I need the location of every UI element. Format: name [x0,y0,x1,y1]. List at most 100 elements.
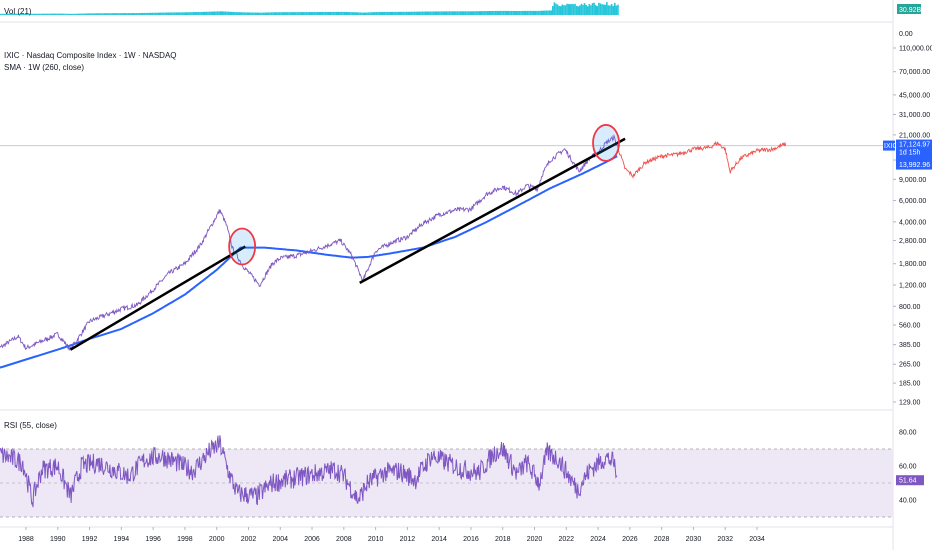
volume-bar [410,11,413,15]
trendline[interactable] [359,137,626,284]
volume-bar [73,13,76,15]
highlight-circle[interactable] [228,227,257,266]
last-price-value: 17,124.97 [899,142,930,149]
ticker-badge-label: IXIC [884,143,898,150]
volume-bar [302,12,305,15]
volume-bar [183,12,185,15]
time-tick-label: 2024 [590,536,606,543]
price-tick-label: 70,000.00 [899,69,930,76]
time-tick-label: 2000 [209,536,225,543]
volume-bar [307,12,309,15]
rsi-scale[interactable]: 80.00 60.00 40.00 [899,430,917,505]
volume-bar [142,12,144,15]
volume-bar [477,11,479,15]
volume-bar [203,11,206,15]
symbol-title[interactable]: IXIC · Nasdaq Composite Index · 1W · NAS… [4,51,177,60]
volume-bar [564,5,567,15]
price-tick-label: 31,000.00 [899,112,930,119]
volume-bar [102,13,104,15]
volume-bar [146,12,149,15]
volume-bar [418,11,421,15]
volume-bar [62,13,65,15]
volume-bar [208,11,211,15]
volume-bar [586,6,589,15]
volume-bar [234,12,236,15]
volume-bar [361,12,363,15]
volume-bar [550,10,553,15]
volume-bar [561,4,564,16]
highlight-circle[interactable] [592,124,620,162]
volume-bar [132,13,135,15]
volume-bar [607,5,610,15]
countdown-value: 1d 15h [899,150,921,157]
trendline[interactable] [69,245,246,351]
price-tick-label: 45,000.00 [899,92,930,99]
volume-bar [496,10,498,15]
volume-bar [89,13,92,15]
volume-bar [388,11,390,15]
volume-bar [45,13,47,15]
volume-bar [362,12,365,15]
volume-bar [143,12,146,15]
volume-bar [396,11,398,15]
volume-bar [440,11,443,15]
volume-bar [261,12,263,15]
volume-bar [577,6,580,16]
sma-indicator-label[interactable]: SMA · 1W (260, close) [4,63,84,72]
time-tick-label: 1990 [50,536,66,543]
volume-bar [108,13,111,15]
volume-bar [180,12,182,15]
rsi-label[interactable]: RSI (55, close) [4,421,57,430]
drawings[interactable] [69,124,626,351]
volume-bar [91,13,93,15]
volume-bar [167,12,170,15]
volume-bar [394,11,397,15]
volume-bar [312,12,314,15]
volume-bar [99,13,101,15]
volume-bar [537,10,540,15]
time-tick-label: 1998 [177,536,193,543]
time-tick-label: 1996 [145,536,161,543]
volume-bar [434,11,437,15]
price-scale[interactable]: 110,000.00 70,000.00 45,000.00 31,000.00 21,… [893,46,932,407]
volume-bar [493,10,495,15]
volume-bar [275,12,278,15]
time-tick-label: 2012 [400,536,416,543]
volume-bar [574,3,576,15]
volume-bar [612,5,614,15]
time-scale[interactable]: 1988 1990 1992 1994 1996 1998 2000 2002 2004 2006… [18,527,765,543]
ticker-badge [883,140,895,151]
volume-bar [323,11,325,15]
volume-bar [375,12,378,15]
volume-bar [402,11,405,15]
volume-bar [299,12,301,15]
volume-bar [313,12,316,15]
volume-bar [176,12,179,15]
volume-bar [501,10,503,15]
volume-bar [157,12,160,15]
volume-bar [413,11,416,15]
price-line [0,133,618,351]
volume-label[interactable]: Vol (21) [4,7,32,16]
volume-bar [474,11,476,15]
volume-bar [615,5,618,16]
time-tick-label: 2030 [686,536,702,543]
volume-bar [219,11,222,15]
volume-bar [337,11,340,15]
volume-bar [265,12,268,15]
volume-bar [321,11,324,15]
volume-bar [505,10,508,15]
time-tick-label: 2018 [495,536,511,543]
volume-bar [439,11,441,15]
volume-bar [65,13,68,15]
volume-bar [210,11,212,15]
volume-bar [16,13,19,15]
volume-bar [86,13,88,15]
volume-bar [262,12,265,15]
volume-bar [84,13,87,15]
volume-bar [170,12,173,15]
volume-bar [92,13,95,15]
volume-bar [340,11,343,15]
volume-bar [318,12,320,15]
